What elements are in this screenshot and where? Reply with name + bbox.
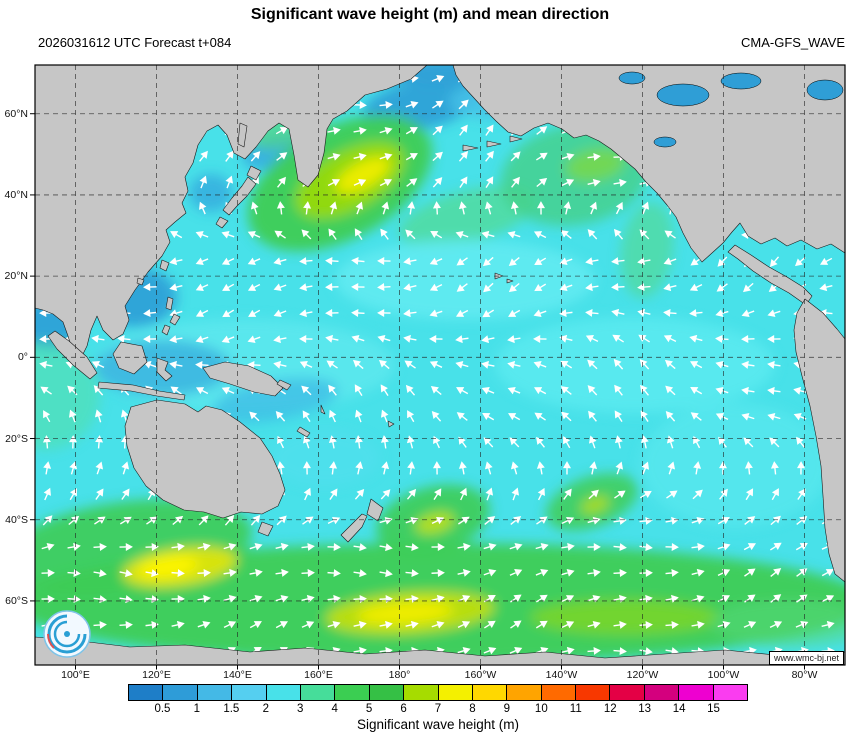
lon-label: 100°E (61, 669, 90, 681)
colorbar-tick: 7 (434, 703, 442, 715)
colorbar-tick: 15 (707, 703, 720, 715)
colorbar-segment (369, 685, 405, 700)
lon-label: 140°E (223, 669, 252, 681)
lon-label: 100°W (707, 669, 740, 681)
colorbar-segment (541, 685, 577, 700)
logo-center-dot (64, 631, 70, 637)
colorbar-tick: 1.5 (223, 703, 240, 715)
colorbar-tick: 13 (638, 703, 652, 715)
colorbar-tick: 0.5 (154, 703, 171, 715)
lat-label: 60°N (4, 107, 28, 120)
colorbar-tick: 14 (672, 703, 686, 715)
water-patch (618, 71, 646, 85)
lat-label: 20°S (5, 432, 28, 445)
watermark-url: www.wmc-bj.net (768, 651, 844, 665)
colorbar-caption: Significant wave height (m) (356, 717, 520, 732)
page-title: Significant wave height (m) and mean dir… (250, 6, 610, 23)
lon-label: 80°W (791, 669, 818, 681)
colorbar-segment (197, 685, 233, 700)
colorbar-tick: 2 (262, 703, 269, 715)
colorbar-tick: 6 (400, 703, 407, 715)
wave-height-map (30, 64, 846, 670)
colorbar (128, 684, 748, 701)
lat-label: 60°S (5, 594, 28, 607)
colorbar-tick-labels: 0.5 1 1.5 2 3 4 5 6 7 8 9 10 11 12 13 14 15 (128, 703, 748, 716)
colorbar-tick: 3 (297, 703, 304, 715)
colorbar-tick: 12 (603, 703, 617, 715)
lat-label: 20°N (4, 270, 28, 283)
water-patch (720, 72, 762, 90)
wmc-logo (43, 610, 91, 658)
forecast-time-label: 2026031612 UTC Forecast t+084 (38, 35, 232, 50)
lat-label: 0° (17, 351, 28, 364)
lon-label: 180° (388, 669, 411, 681)
colorbar-segment (300, 685, 336, 700)
colorbar-segment (232, 685, 267, 700)
logo-swirl-outer (47, 614, 87, 654)
model-name-label: CMA-GFS_WAVE (740, 35, 845, 50)
lon-label: 160°W (464, 669, 497, 681)
colorbar-segment (129, 685, 164, 700)
axis-ticks (30, 113, 805, 670)
logo-red-arc (46, 633, 55, 649)
water-patch (656, 83, 710, 107)
colorbar-tick: 11 (569, 703, 582, 715)
colorbar-segment (713, 685, 748, 700)
colorbar-segment (507, 685, 542, 700)
colorbar-segment (472, 685, 508, 700)
lat-label: 40°S (5, 513, 28, 526)
colorbar-tick: 9 (503, 703, 511, 715)
colorbar-segment (404, 685, 439, 700)
colorbar-segment (335, 685, 370, 700)
map-frame (34, 64, 846, 666)
lon-label: 140°W (545, 669, 578, 681)
colorbar-segment (576, 685, 611, 700)
water-patch (653, 136, 677, 148)
land-masses (35, 65, 845, 665)
colorbar-segment (163, 685, 198, 700)
colorbar-segment (644, 685, 680, 700)
colorbar-segment (610, 685, 645, 700)
lon-label: 160°E (304, 669, 333, 681)
graticule (35, 65, 845, 665)
colorbar-tick: 10 (534, 703, 548, 715)
lon-label: 120°E (142, 669, 171, 681)
lat-label: 40°N (4, 188, 28, 201)
lon-label: 120°W (626, 669, 659, 681)
colorbar-segment (266, 685, 301, 700)
colorbar-tick: 5 (365, 703, 373, 715)
colorbar-segment (679, 685, 714, 700)
colorbar-tick: 8 (469, 703, 476, 715)
water-patch (806, 79, 844, 101)
colorbar-segment (438, 685, 473, 700)
colorbar-tick: 1 (193, 703, 201, 715)
colorbar-tick: 4 (331, 703, 338, 715)
logo-swirl-inner (53, 620, 81, 648)
